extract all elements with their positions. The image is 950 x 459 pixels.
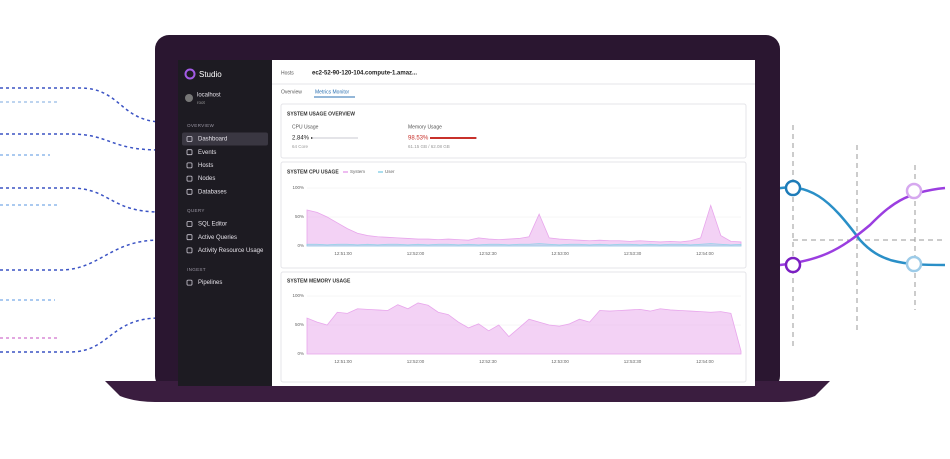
cpu-label: CPU Usage	[292, 124, 319, 130]
nav: OVERVIEW Dashboard Events Hosts Nodes Databas…	[182, 123, 268, 286]
dotted-line	[0, 187, 161, 213]
nav-icon	[186, 221, 193, 227]
node	[784, 179, 802, 197]
nav-item[interactable]: Active Queries	[198, 235, 237, 241]
nav-section: QUERY	[187, 208, 205, 213]
nav-section: INGEST	[187, 267, 206, 272]
nav-item[interactable]: Databases	[198, 189, 227, 195]
x-tick-label: 12:52:00	[407, 359, 425, 364]
cpu-value: 2.84%	[292, 136, 310, 142]
nav-item[interactable]: Events	[198, 150, 216, 156]
x-tick-label: 12:53:00	[551, 251, 569, 256]
nav-item[interactable]: Pipelines	[198, 280, 222, 286]
panel	[280, 271, 747, 383]
breadcrumb-host: ec2-52-90-120-104.compute-1.amaz...	[312, 71, 417, 77]
nav-icon	[186, 162, 193, 169]
x-tick-label: 12:54:00	[696, 251, 714, 256]
nav-item[interactable]: Hosts	[198, 163, 213, 169]
dotted-line	[0, 317, 161, 353]
memory-note: 61.15 GB / 62.08 GB	[408, 144, 450, 149]
x-tick-label: 12:53:30	[624, 251, 642, 256]
memory-value: 98.53%	[408, 136, 429, 142]
nav-section: OVERVIEW	[187, 123, 214, 128]
user[interactable]: localhost	[197, 93, 221, 99]
y-tick-label: 0%	[297, 351, 304, 356]
legend-label: User	[385, 169, 395, 174]
panel-title: SYSTEM MEMORY USAGE	[287, 278, 351, 284]
nav-item[interactable]: SQL Editor	[198, 222, 227, 228]
node	[905, 182, 923, 200]
brand: Studio	[199, 70, 222, 79]
usage-bar	[311, 137, 313, 139]
x-tick-label: 12:54:00	[696, 359, 714, 364]
nav-item[interactable]: Activity Resource Usage	[198, 248, 264, 254]
area	[306, 204, 742, 247]
user-role: root	[197, 100, 206, 105]
nav-icon	[186, 279, 193, 286]
area	[306, 302, 742, 355]
tab-active[interactable]: Metrics Monitor	[315, 89, 350, 95]
area	[306, 243, 742, 247]
usage-track	[311, 137, 358, 139]
nav-icon	[186, 175, 193, 182]
sidebar	[178, 60, 272, 386]
panel-title: SYSTEM CPU USAGE	[287, 169, 339, 175]
x-tick-label: 12:52:00	[407, 251, 425, 256]
node	[784, 256, 802, 274]
y-tick-label: 50%	[295, 322, 304, 327]
logo	[184, 68, 196, 80]
nav-icon	[186, 234, 193, 241]
breadcrumb[interactable]: Hosts	[281, 70, 294, 76]
dotted-line	[0, 87, 161, 123]
y-tick-label: 100%	[292, 185, 304, 190]
x-tick-label: 12:51:00	[334, 359, 352, 364]
x-tick-label: 12:51:00	[334, 251, 352, 256]
laptop-base	[105, 381, 830, 402]
dotted-line	[0, 133, 161, 151]
cpu-note: 64 Core	[292, 144, 309, 149]
y-tick-label: 0%	[297, 243, 304, 248]
memory-label: Memory Usage	[408, 124, 442, 130]
x-tick-label: 12:52:30	[479, 359, 497, 364]
usage-bar	[430, 137, 477, 139]
nav-icon	[186, 149, 193, 156]
legend-label: System	[350, 169, 365, 174]
y-tick-label: 50%	[295, 214, 304, 219]
left-decoration	[0, 87, 161, 353]
x-tick-label: 12:53:30	[624, 359, 642, 364]
nav-icon	[186, 247, 193, 254]
nav-item[interactable]: Nodes	[198, 176, 215, 182]
nav-item[interactable]: Dashboard	[198, 137, 227, 143]
avatar	[185, 94, 193, 102]
x-tick-label: 12:53:00	[551, 359, 569, 364]
dotted-line	[0, 239, 161, 271]
nav-icon	[186, 136, 193, 142]
right-decoration	[769, 125, 946, 350]
x-tick-label: 12:52:30	[479, 251, 497, 256]
nav-icon	[186, 188, 193, 195]
panel-title: SYSTEM USAGE OVERVIEW	[287, 111, 355, 117]
node	[905, 255, 923, 273]
panel	[280, 103, 747, 159]
nav-active	[182, 132, 268, 146]
y-tick-label: 100%	[292, 293, 304, 298]
tab[interactable]: Overview	[281, 89, 302, 95]
